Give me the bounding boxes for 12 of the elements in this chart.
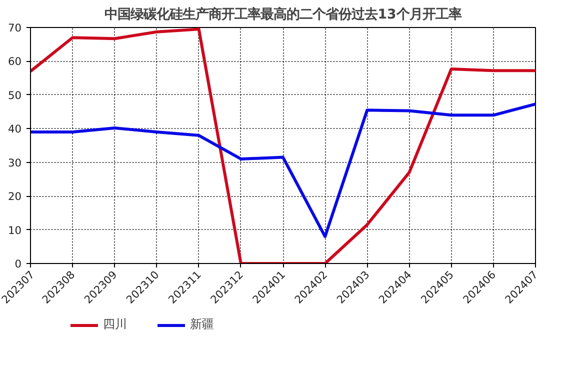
y-tick-label: 70 bbox=[8, 22, 22, 34]
y-tick-label: 0 bbox=[14, 258, 22, 270]
legend-label: 四川 bbox=[103, 316, 127, 333]
y-tick-label: 50 bbox=[8, 88, 22, 102]
y-tick-label: 30 bbox=[8, 156, 22, 170]
y-tick-label: 40 bbox=[8, 122, 22, 136]
legend-label: 新疆 bbox=[190, 316, 214, 333]
line-series bbox=[30, 102, 536, 238]
chart-title: 中国绿碳化硅生产商开工率最高的二个省份过去13个月开工率 bbox=[104, 6, 462, 22]
y-tick-label: 60 bbox=[8, 55, 22, 68]
y-tick-label: 20 bbox=[8, 190, 22, 204]
y-tick-label: 10 bbox=[8, 224, 22, 237]
